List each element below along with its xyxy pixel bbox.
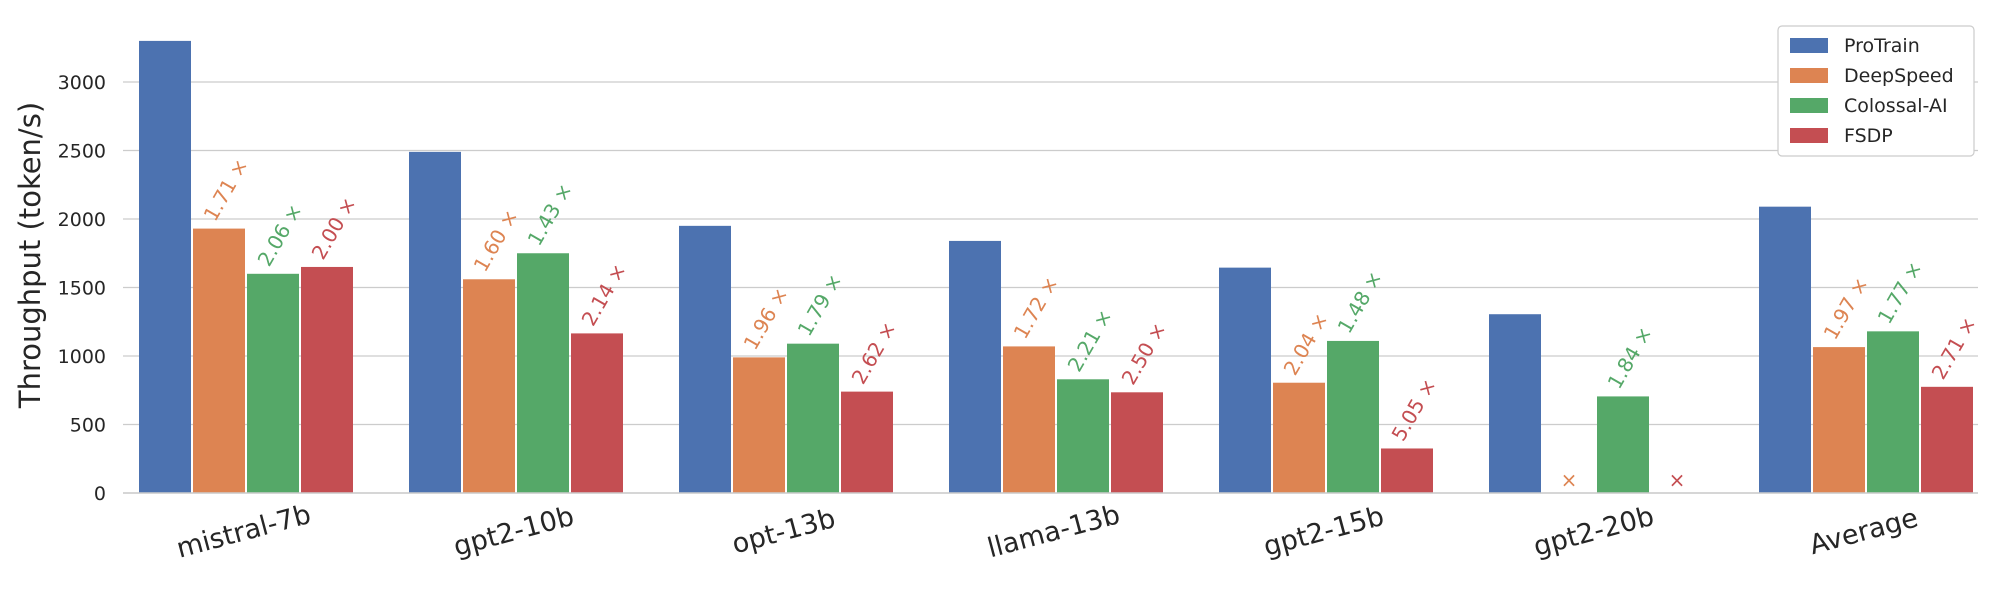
speedup-label: 2.04 ×: [1279, 309, 1334, 380]
x-tick-label: gpt2-10b: [450, 501, 577, 563]
y-tick-label: 2000: [58, 209, 106, 231]
missing-result-marker: ×: [1669, 468, 1686, 492]
bar-layer: [139, 40, 1973, 494]
legend-swatch: [1790, 98, 1828, 113]
missing-result-marker: ×: [1561, 468, 1578, 492]
speedup-label: 2.14 ×: [577, 259, 632, 330]
bar-protrain-opt-13b: [679, 225, 731, 493]
bar-colossal-ai-gpt2-10b: [517, 253, 569, 493]
bar-fsdp-llama-13b: [1111, 392, 1163, 493]
bar-colossal-ai-llama-13b: [1057, 379, 1109, 493]
bar-fsdp-mistral-7b: [301, 266, 353, 493]
bar-fsdp-gpt2-10b: [571, 333, 623, 493]
speedup-label: 5.05 ×: [1387, 374, 1442, 445]
speedup-label: 1.79 ×: [793, 270, 848, 341]
speedup-label: 1.77 ×: [1873, 257, 1928, 328]
x-tick-label: mistral-7b: [173, 499, 314, 565]
bar-colossal-ai-opt-13b: [787, 343, 839, 493]
speedup-label: 1.43 ×: [523, 179, 578, 250]
y-tick-label: 2500: [58, 141, 106, 163]
legend: ProTrain DeepSpeed Colossal-AI FSDP: [1777, 25, 1975, 157]
speedup-label: 2.21 ×: [1063, 305, 1118, 376]
bar-deepspeed-gpt2-10b: [463, 279, 515, 493]
bar-protrain-average: [1759, 206, 1811, 494]
legend-swatch: [1790, 128, 1828, 143]
legend-label: Colossal-AI: [1844, 95, 1948, 117]
y-tick-label: 3000: [58, 72, 106, 94]
speedup-label: 2.71 ×: [1927, 313, 1982, 384]
speedup-label: 1.96 ×: [739, 283, 794, 354]
y-tick-label: 0: [94, 483, 106, 505]
bar-deepspeed-gpt2-15b: [1273, 382, 1325, 493]
legend-swatch: [1790, 38, 1828, 53]
legend-label: FSDP: [1844, 125, 1893, 147]
bar-deepspeed-average: [1813, 347, 1865, 493]
speedup-label: 1.84 ×: [1603, 322, 1658, 393]
speedup-label: 2.06 ×: [253, 200, 308, 271]
bar-deepspeed-mistral-7b: [193, 228, 245, 493]
bar-protrain-llama-13b: [949, 240, 1001, 493]
x-tick-label: Average: [1806, 502, 1921, 561]
speedup-label: 1.72 ×: [1009, 272, 1064, 343]
legend-box: [1777, 25, 1975, 157]
speedup-label: 2.62 ×: [847, 318, 902, 389]
legend-swatch: [1790, 68, 1828, 83]
legend-label: DeepSpeed: [1844, 65, 1954, 87]
y-tick-label: 1500: [58, 278, 106, 300]
speedup-label: 1.60 ×: [469, 205, 524, 276]
bar-protrain-gpt2-15b: [1219, 267, 1271, 493]
y-tick-label: 500: [70, 415, 106, 437]
bar-protrain-mistral-7b: [139, 40, 191, 494]
bar-fsdp-gpt2-15b: [1381, 448, 1433, 493]
bar-colossal-ai-mistral-7b: [247, 273, 299, 493]
x-tick-label: gpt2-15b: [1260, 501, 1387, 563]
bar-protrain-gpt2-10b: [409, 151, 461, 493]
y-tick-label: 1000: [58, 346, 106, 368]
bar-colossal-ai-average: [1867, 331, 1919, 493]
bar-deepspeed-opt-13b: [733, 357, 785, 493]
x-tick-label: llama-13b: [984, 499, 1123, 564]
legend-label: ProTrain: [1844, 35, 1920, 57]
bar-colossal-ai-gpt2-20b: [1597, 396, 1649, 493]
bar-deepspeed-llama-13b: [1003, 346, 1055, 493]
speedup-label: 1.97 ×: [1819, 273, 1874, 344]
bar-fsdp-opt-13b: [841, 391, 893, 493]
x-tick-label: opt-13b: [729, 503, 839, 560]
bar-fsdp-average: [1921, 386, 1973, 493]
x-tick-label: gpt2-20b: [1530, 501, 1657, 563]
speedup-label: 1.71 ×: [199, 154, 254, 225]
speedup-label: 2.00 ×: [307, 193, 362, 264]
bar-protrain-gpt2-20b: [1489, 314, 1541, 493]
speedup-label: 2.50 ×: [1117, 318, 1172, 389]
y-axis-label: Throughput (token/s): [13, 102, 47, 409]
bar-colossal-ai-gpt2-15b: [1327, 340, 1379, 493]
speedup-label: 1.48 ×: [1333, 267, 1388, 338]
